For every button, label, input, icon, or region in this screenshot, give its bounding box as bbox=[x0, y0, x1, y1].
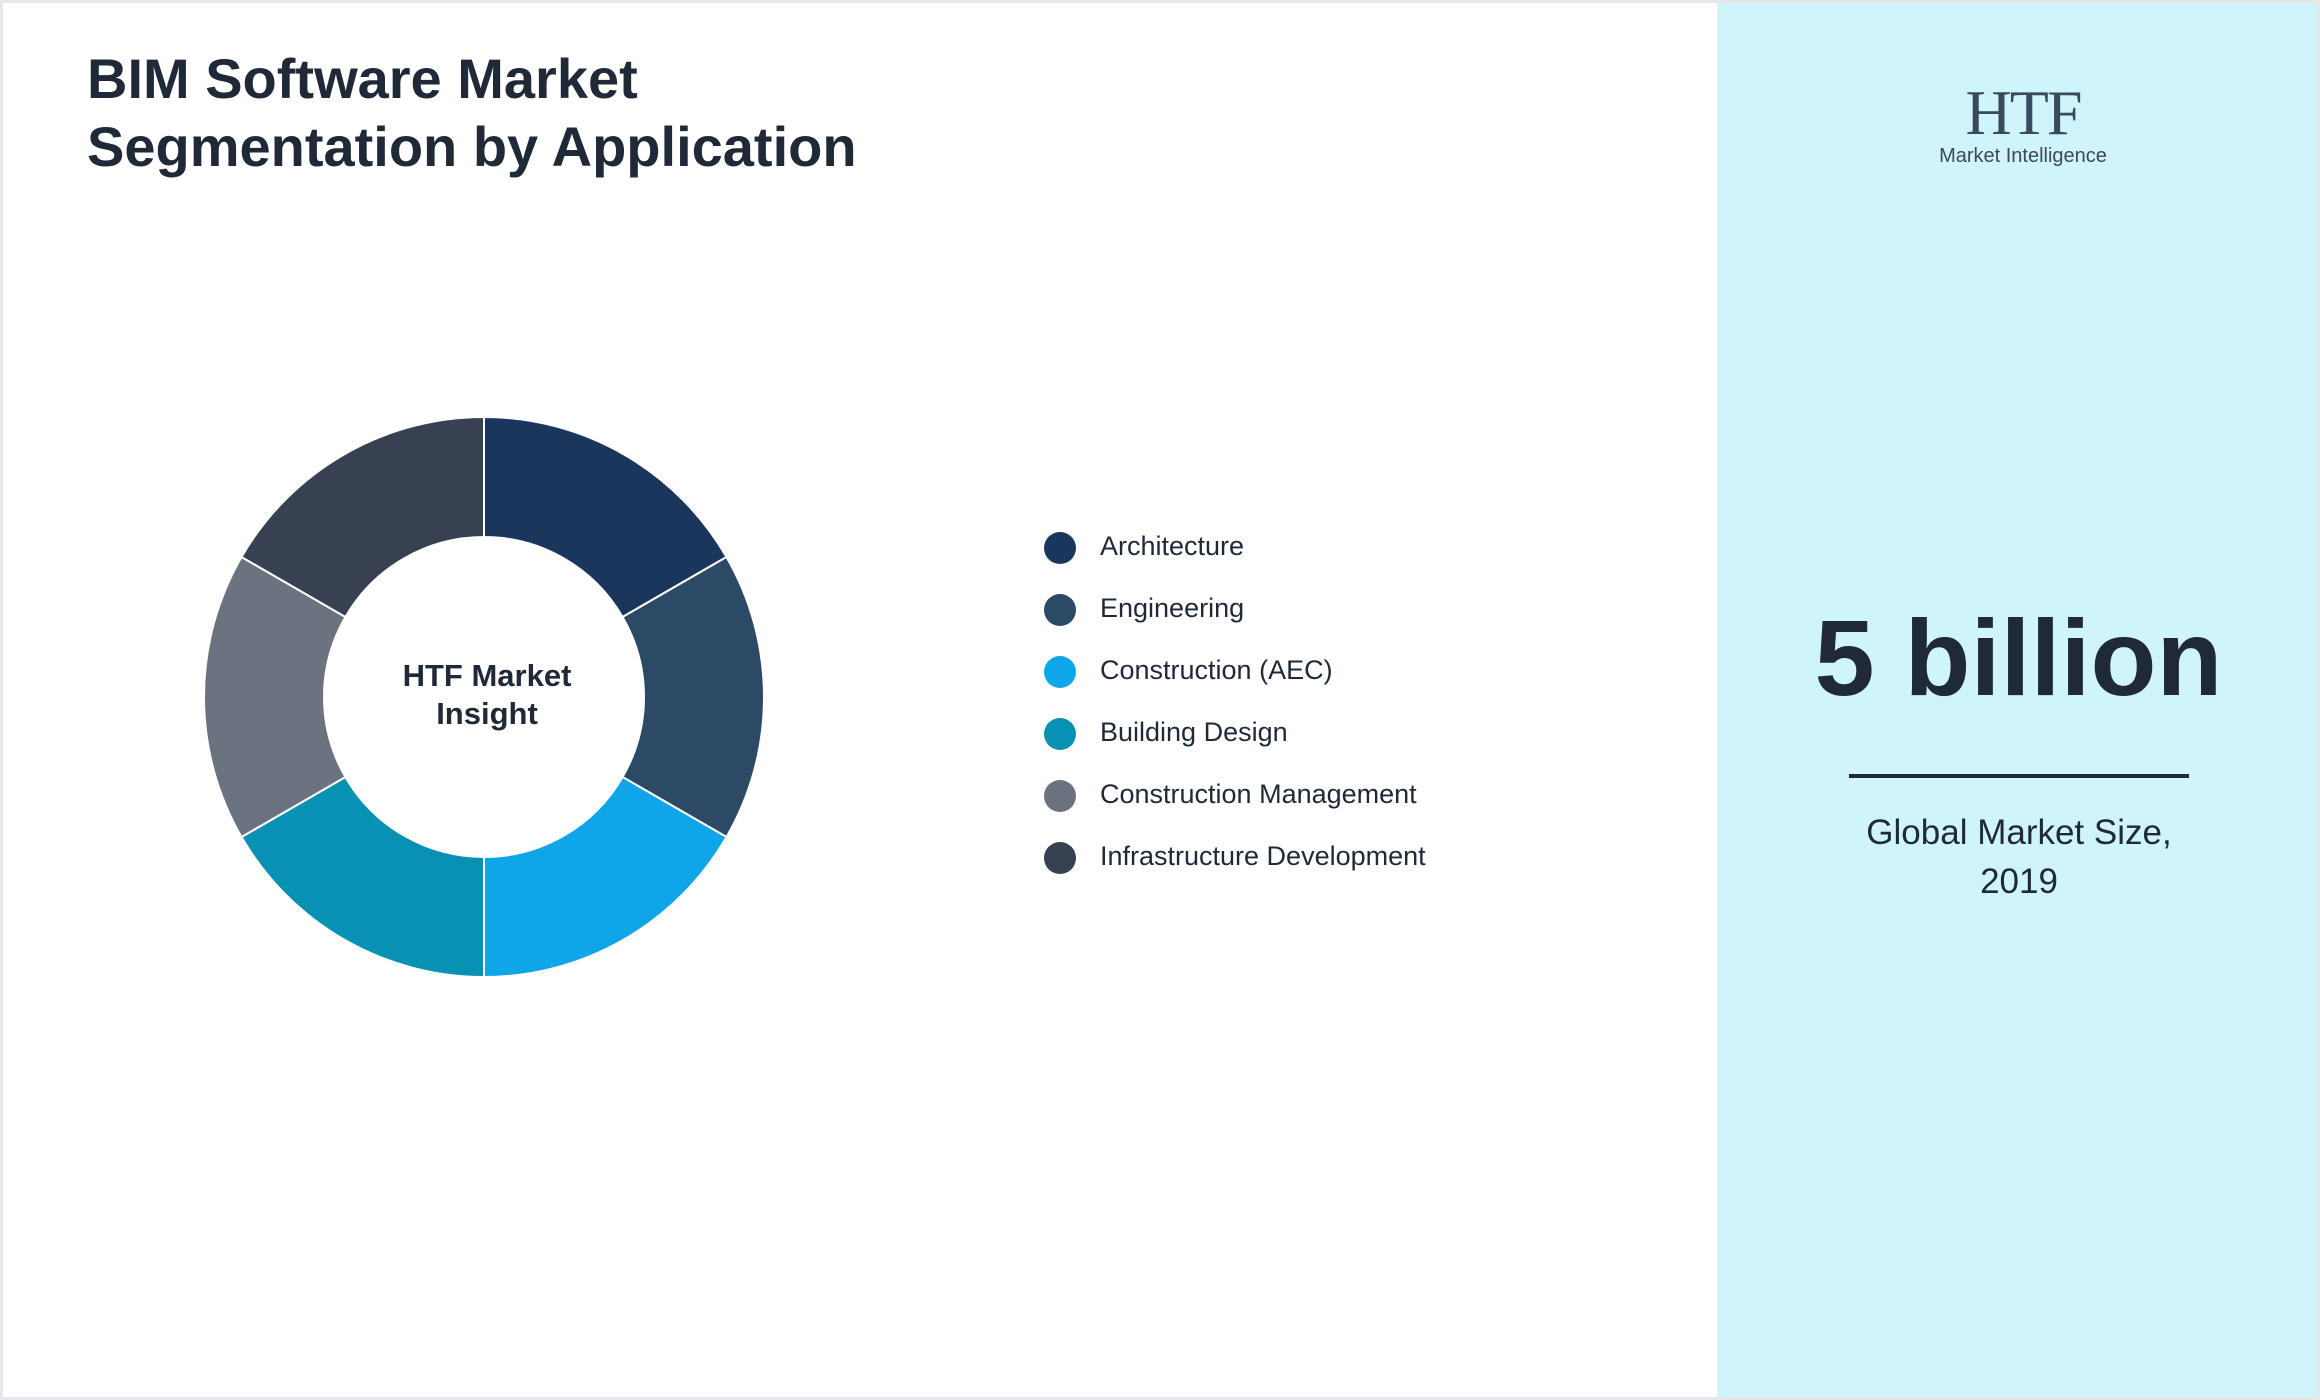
kpi-label: Global Market Size, 2019 bbox=[1866, 813, 2172, 901]
donut-slice bbox=[240, 415, 485, 619]
legend-label: Architecture bbox=[1100, 531, 1244, 561]
legend-swatch bbox=[1044, 842, 1076, 874]
legend-label: Engineering bbox=[1100, 593, 1244, 623]
chart: Architecture Engineering Construction (AEC… bbox=[203, 415, 1426, 979]
donut-slice bbox=[483, 775, 728, 979]
logo-text: HTF bbox=[1965, 77, 2083, 148]
legend-swatch bbox=[1044, 594, 1076, 626]
legend-label: Building Design bbox=[1100, 717, 1288, 747]
center-label: HTF Market Insight bbox=[402, 658, 572, 731]
donut-slice bbox=[240, 775, 485, 979]
divider bbox=[1849, 774, 2189, 778]
legend-swatch bbox=[1044, 656, 1076, 688]
legend-swatch bbox=[1044, 780, 1076, 812]
legend-label: Construction (AEC) bbox=[1100, 655, 1333, 685]
legend-swatch bbox=[1044, 718, 1076, 750]
kpi-value: 5 billion bbox=[1814, 597, 2223, 718]
donut-slice bbox=[483, 415, 728, 619]
logo-subtext: Market Intelligence bbox=[1939, 145, 2107, 167]
donut-slice bbox=[203, 555, 347, 839]
donut-slice bbox=[621, 555, 765, 839]
logo: HTF Market Intelligence bbox=[1923, 81, 2123, 168]
side-panel bbox=[1717, 3, 2317, 1397]
chart-title: BIM Software Market Segmentation by Appl… bbox=[87, 47, 857, 178]
legend-label: Construction Management bbox=[1100, 779, 1417, 809]
legend-swatch bbox=[1044, 532, 1076, 564]
legend-label: Infrastructure Development bbox=[1100, 841, 1426, 871]
